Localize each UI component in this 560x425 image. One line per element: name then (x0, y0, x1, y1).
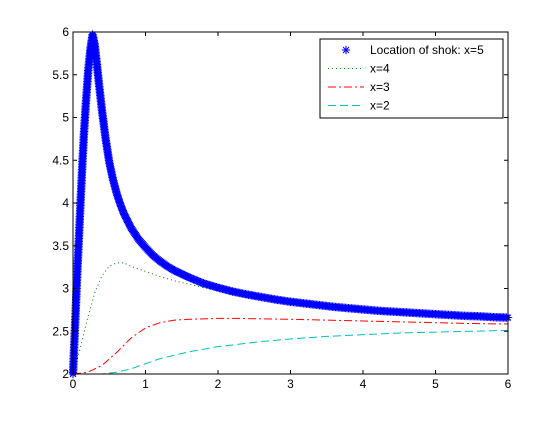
x-tick-label: 2 (215, 377, 222, 391)
legend-label: x=4 (370, 62, 390, 76)
y-tick-label: 6 (62, 25, 69, 39)
series-layer (68, 30, 513, 379)
x-tick-label: 6 (505, 377, 512, 391)
y-tick-label: 3 (62, 282, 69, 296)
legend-label: x=2 (370, 99, 390, 113)
legend-label: x=3 (370, 80, 390, 94)
legend-label: Location of shok: x=5 (370, 43, 484, 57)
x-tick-label: 1 (142, 377, 149, 391)
series-line (73, 329, 509, 375)
y-tick-label: 2.5 (52, 324, 69, 338)
y-tick-label: 2 (62, 367, 69, 381)
legend-entry: x=3 (328, 80, 390, 94)
y-tick-label: 5 (62, 111, 69, 125)
legend-entry: Location of shok: x=5 (341, 43, 484, 57)
y-tick-label: 4.5 (52, 153, 69, 167)
x-tick-label: 0 (70, 377, 77, 391)
x-tick-label: 4 (360, 377, 367, 391)
series-line (72, 317, 509, 375)
x-tick-label: 5 (432, 377, 439, 391)
legend-marker (341, 45, 351, 55)
y-tick-label: 4 (62, 196, 69, 210)
legend-box (319, 38, 504, 119)
x-tick-label: 3 (287, 377, 294, 391)
y-tick-label: 5.5 (52, 68, 69, 82)
x-axis: 0 1 2 3 4 5 6 (70, 32, 512, 391)
series-location-of-shok-x-5 (68, 30, 513, 379)
legend-entry: x=4 (328, 62, 390, 76)
y-axis: 2 2.5 3 3.5 4 4.5 5 5.5 6 (52, 25, 508, 381)
legend-entry: x=2 (328, 99, 390, 113)
series-x-2 (73, 329, 509, 375)
series-x-3 (72, 317, 509, 375)
y-tick-label: 3.5 (52, 239, 69, 253)
legend: Location of shok: x=5 x=4 x=3 x=2 (319, 38, 504, 119)
